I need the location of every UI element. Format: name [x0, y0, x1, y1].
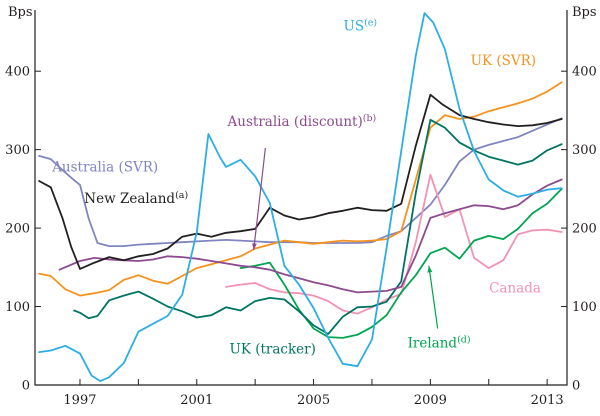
- series-line-us: [38, 12, 563, 383]
- y-axis-tick-label-right: 100: [572, 300, 597, 315]
- y-axis-tick-label-right: 200: [572, 222, 597, 237]
- annotation-arrow-australia-discount: [253, 148, 266, 251]
- x-axis-tick-label: 2001: [180, 393, 213, 408]
- annotation-arrowhead-australia-discount: [252, 243, 257, 251]
- y-axis-tick-label-left: 400: [5, 65, 30, 80]
- series-line-uk-tracker: [73, 118, 563, 335]
- series-label-new-zealand: New Zealand(a): [84, 190, 188, 207]
- series-line-australia-discount: [58, 178, 563, 294]
- series-line-new-zealand: [38, 93, 563, 270]
- series-label-ireland: Ireland(d): [408, 334, 471, 351]
- series-line-uk-svr: [38, 81, 563, 297]
- y-axis-tick-label-right: 400: [572, 65, 597, 80]
- series-line-canada: [225, 173, 563, 315]
- x-axis-tick-label: 2005: [297, 393, 330, 408]
- series-label-canada: Canada: [489, 280, 541, 296]
- x-axis-tick-label: 1997: [63, 393, 96, 408]
- y-axis-tick-label-left: 100: [5, 300, 30, 315]
- series-line-australia-svr: [38, 117, 563, 248]
- series-label-us: US(e): [343, 17, 377, 34]
- annotation-arrow-ireland: [428, 265, 439, 329]
- y-axis-unit-right: Bps: [572, 5, 597, 20]
- x-axis-tick-label: 2009: [414, 393, 447, 408]
- axis-frame: [34, 10, 568, 386]
- x-axis-tick-label: 2013: [531, 393, 564, 408]
- series-line-ireland: [239, 187, 563, 339]
- y-axis-tick-label-right: 0: [572, 379, 580, 394]
- y-axis-unit-left: Bps: [8, 5, 33, 20]
- series-label-uk-tracker: UK (tracker): [229, 342, 315, 358]
- annotation-arrowhead-ireland: [427, 265, 433, 273]
- series-label-australia-discount: Australia (discount)(b): [227, 113, 377, 130]
- y-axis-tick-label-right: 300: [572, 143, 597, 158]
- y-axis-tick-label-left: 300: [5, 143, 30, 158]
- series-label-australia-svr: Australia (SVR): [51, 160, 158, 176]
- y-axis-tick-label-left: 0: [22, 379, 30, 394]
- series-label-uk-svr: UK (SVR): [471, 53, 536, 69]
- y-axis-tick-label-left: 200: [5, 222, 30, 237]
